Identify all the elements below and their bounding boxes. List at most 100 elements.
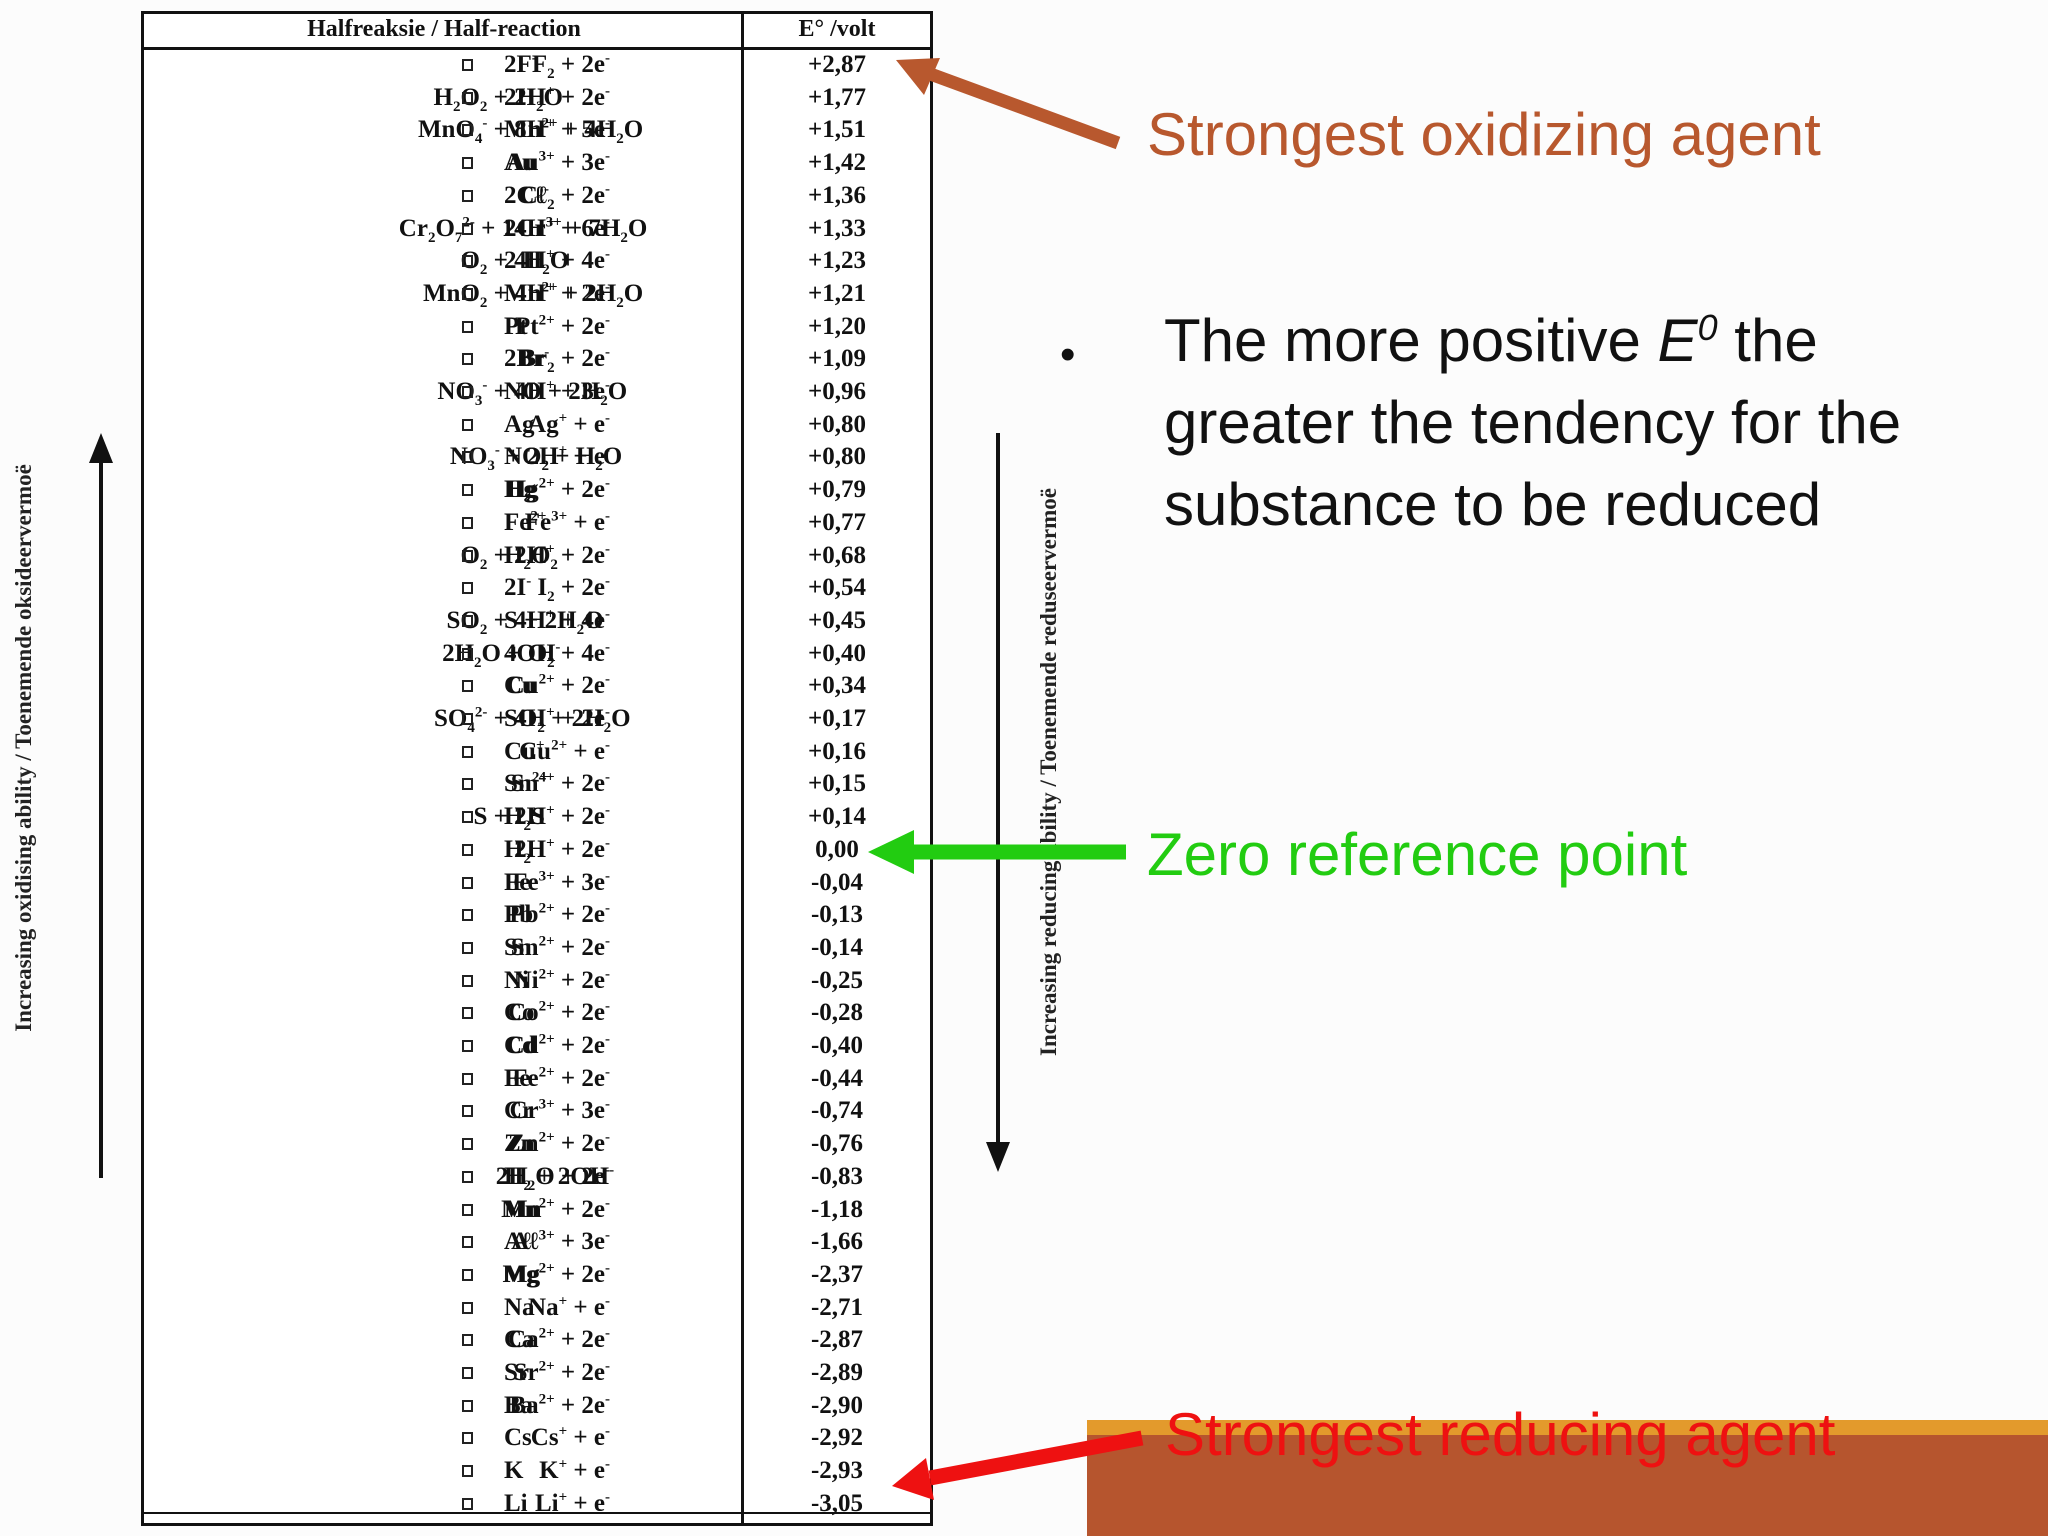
reactant-side: 2H2O + 2e-	[495, 1162, 610, 1194]
bullet-text: The more positive E0 the greater the ten…	[1164, 300, 2024, 546]
equilibrium-symbol	[462, 59, 473, 71]
potential-value: -0,28	[810, 999, 864, 1027]
reactant-side: Na+ + e-	[528, 1293, 610, 1321]
table-row: Ca2+ + 2e- Ca -2,87	[144, 1324, 930, 1357]
product-side: S + 2H2O	[504, 606, 604, 638]
reactant-side: 2H+ + 2e-	[514, 835, 610, 863]
strongest-oxidizing-label: Strongest oxidizing agent	[1147, 101, 1821, 168]
potential-value: +0,34	[808, 672, 866, 700]
product-side: 2F-	[504, 50, 537, 78]
potential-value: +1,09	[808, 345, 866, 373]
reactant-side: S + 2H+ + 2e-	[473, 802, 610, 831]
potential-value: -0,76	[810, 1130, 864, 1158]
equilibrium-symbol	[462, 811, 473, 824]
zero-pointer-arrow	[868, 830, 1126, 874]
product-side: Ba	[504, 1391, 534, 1419]
reactant-side: Cd2+ + 2e-	[506, 1031, 610, 1059]
table-row: Cu2+ + e- Cu+ +0,16	[144, 736, 930, 769]
equilibrium-symbol	[462, 1268, 473, 1281]
reactant-side: SO42- + 4H+ + 2e-	[434, 704, 610, 736]
equilibrium-symbol	[462, 745, 473, 758]
reactant-side: Fe2+ + 2e-	[512, 1064, 610, 1092]
product-side: 2Cℓ-	[504, 181, 549, 209]
product-side: Cr	[504, 1097, 534, 1125]
table-row: SO42- + 4H+ + 2e- SO2 + 2H2O +0,17	[144, 703, 930, 736]
product-side: 2H2O	[504, 83, 563, 115]
table-row: S + 2H+ + 2e- H2S +0,14	[144, 801, 930, 834]
oxidising-up-arrow	[89, 433, 113, 1178]
product-side: Ni	[504, 966, 529, 994]
product-side: Cu	[504, 672, 536, 700]
product-side: Na	[504, 1293, 535, 1321]
oxidizing-pointer-arrow	[896, 58, 1121, 150]
product-side: 2 H2O	[504, 247, 570, 279]
product-side: Sn2+	[504, 770, 548, 798]
reactant-side: Au3+ + 3e-	[506, 148, 610, 177]
zero-reference-label: Zero reference point	[1147, 821, 1688, 888]
equilibrium-symbol	[462, 124, 473, 137]
product-side: Zn	[504, 1130, 535, 1158]
equilibrium-symbol	[462, 157, 473, 170]
potential-value: +0,16	[808, 737, 866, 765]
reactant-side: Fe3+ + 3e-	[512, 868, 610, 896]
potential-value: +0,80	[808, 443, 866, 471]
table-header: Halfreaksie / Half-reaction E° /volt	[144, 14, 930, 50]
reactant-side: Co2+ + 2e-	[508, 998, 610, 1027]
equilibrium-symbol	[462, 1072, 473, 1085]
table-row: 2H+ + 2e- H2 0,00	[144, 834, 930, 867]
potential-value: +0,68	[808, 541, 866, 569]
equilibrium-symbol	[462, 255, 473, 268]
equilibrium-symbol	[462, 778, 473, 791]
table-row: NO3- + 4H+ + 3e- NO + 2H2O +0,96	[144, 376, 930, 409]
equilibrium-symbol	[462, 386, 473, 398]
potential-value: -0,44	[810, 1064, 864, 1092]
equilibrium-symbol	[462, 1138, 473, 1151]
reactant-side: K+ + e-	[539, 1456, 610, 1485]
equilibrium-symbol	[462, 582, 473, 595]
bullet-text-start: The more positive	[1164, 307, 1658, 374]
equilibrium-symbol	[462, 484, 473, 497]
potential-value: +0,14	[808, 803, 866, 831]
potential-value: -2,93	[810, 1457, 864, 1485]
product-side: Sr	[504, 1359, 529, 1386]
equilibrium-symbol	[462, 1399, 473, 1412]
equilibrium-symbol	[462, 1040, 473, 1052]
table-row: Aℓ3+ + 3e- Aℓ -1,66	[144, 1226, 930, 1259]
potential-value: -0,74	[810, 1097, 864, 1125]
potential-value: -0,04	[810, 868, 864, 896]
reactant-side: 2H2O + O2 + 4e-	[442, 639, 610, 671]
reactant-side: I2 + 2e-	[537, 573, 610, 606]
reactant-side: Sn4+ + 2e-	[510, 770, 610, 798]
potential-value: +1,77	[808, 83, 866, 111]
potential-value: -2,37	[810, 1260, 864, 1288]
reactant-side: Mg2+ + 2e-	[502, 1260, 610, 1288]
table-row: Sr2+ + 2e- Sr -2,89	[144, 1357, 930, 1390]
footer-brown-box	[1087, 1435, 2048, 1536]
header-half-reaction: Halfreaksie / Half-reaction	[307, 16, 581, 42]
potential-value: -0,25	[810, 966, 864, 994]
equilibrium-symbol	[462, 1007, 473, 1020]
table-row: O2 + 2H+ + 2e- H2O2 +0,68	[144, 540, 930, 573]
potential-value: +1,23	[808, 247, 866, 275]
table-row: O2 + 4H+ + 4e- 2 H2O +1,23	[144, 245, 930, 278]
table-row: Hg2+ + 2e- Hg +0,79	[144, 474, 930, 507]
table-row: Cr3+ + 3e- Cr -0,74	[144, 1095, 930, 1128]
reactant-side: Sn2+ + 2e-	[510, 933, 610, 961]
potential-value: -1,18	[810, 1195, 864, 1223]
potential-value: +1,51	[808, 116, 866, 144]
reactant-side: Zn2+ + 2e-	[508, 1129, 610, 1158]
reactant-side: F2 + 2e-	[531, 50, 610, 82]
potential-value: -2,87	[810, 1326, 864, 1354]
equilibrium-symbol	[462, 1367, 473, 1379]
product-side: Co	[504, 999, 535, 1027]
reactant-side: Cr2O72- + 14H+ + 6e-	[398, 214, 610, 246]
table-row: Pt2+ + 2e- Pt +1,20	[144, 311, 930, 344]
product-side: Mg	[504, 1260, 541, 1288]
table-row: Na+ + e- Na -2,71	[144, 1292, 930, 1325]
potential-value: +0,96	[808, 378, 866, 405]
reactant-side: Cℓ2 + 2e-	[519, 181, 610, 213]
table-row: Co2+ + 2e- Co -0,28	[144, 997, 930, 1030]
table-row: Zn2+ + 2e- Zn -0,76	[144, 1128, 930, 1161]
table-row: Ni2+ + 2e- Ni -0,25	[144, 965, 930, 998]
